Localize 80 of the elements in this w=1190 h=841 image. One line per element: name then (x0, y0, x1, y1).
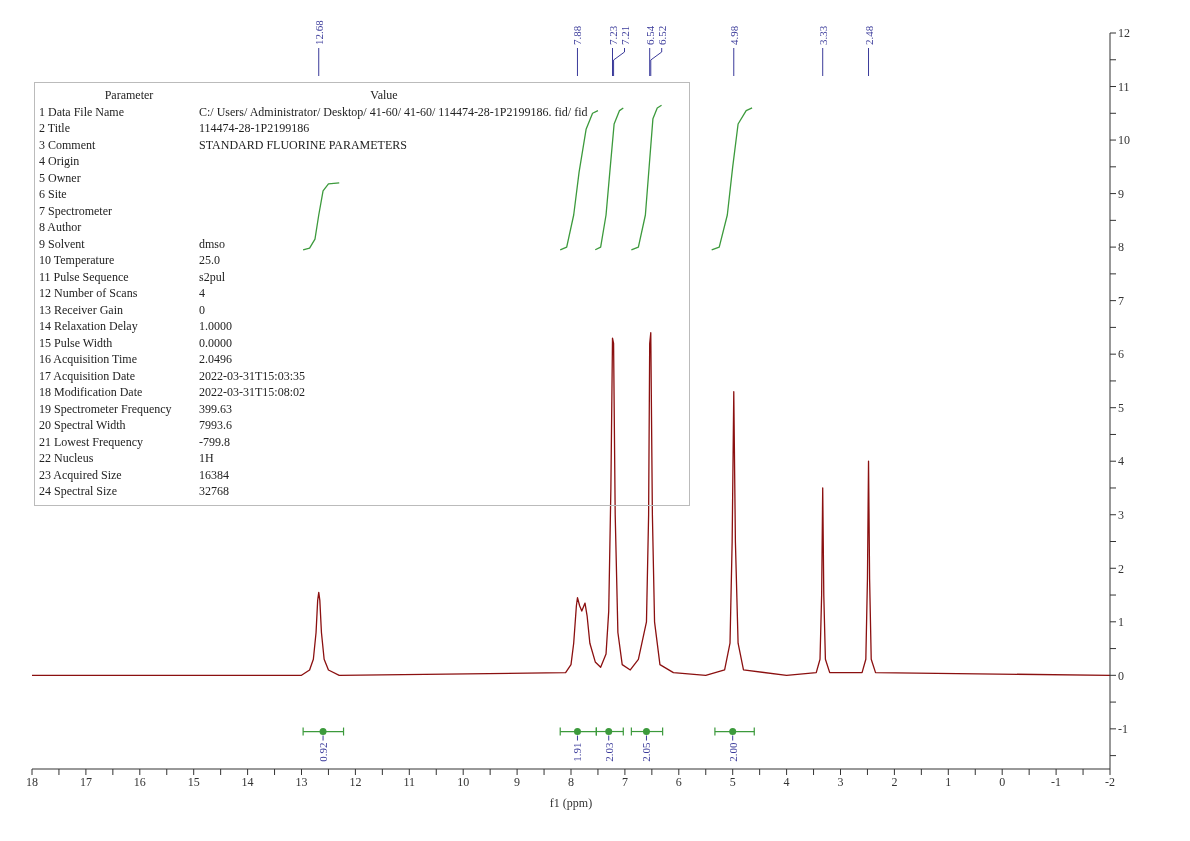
text: 14 Relaxation Delay 1.0000 (39, 319, 232, 333)
text: 19 Spectrometer Frequency 399.63 (39, 401, 232, 416)
text: 12 Number of Scans 4 (39, 286, 205, 300)
annotation: 7.88 (571, 25, 584, 45)
x-tick-label: 7 (621, 774, 628, 789)
text: 17 Acquisition Date 2022-03-31T15:03:35 (39, 368, 305, 383)
x-tick-label: 5 (729, 774, 736, 789)
line-series (630, 104, 663, 251)
x-tick-label: 3 (837, 774, 844, 789)
y-tick-label: 9 (1118, 186, 1124, 201)
x-tick-label: 4 (783, 774, 790, 789)
x-tick-label: 16 (133, 774, 146, 789)
annotation: 7.23 (606, 25, 619, 45)
x-tick-label: 1 (945, 774, 952, 789)
text: 2 Title 114474-28-1P2199186 (39, 121, 310, 135)
x-tick-label: 11 (403, 774, 416, 789)
annotation: 5 Owner (39, 169, 82, 186)
annotation: 4.98 (727, 25, 740, 45)
annotation: 12.68 (312, 19, 325, 45)
line-series (302, 182, 340, 251)
y-tick-label: -1 (1118, 722, 1128, 737)
y-tick-label: 7 (1118, 293, 1124, 308)
annotation: 6.54 (643, 25, 656, 45)
line-series (594, 107, 624, 251)
x-tick-label: -2 (1105, 774, 1115, 789)
y-tick-label: 11 (1118, 79, 1130, 94)
text: 1 Data File Name C:/ Users/ Administrator/ Desktop/ 41-60/ 41-60/ 114474-28-1P2199186. fid/ fid (39, 104, 588, 119)
annotation: 4 Origin (39, 153, 81, 170)
y-tick-label: 1 (1118, 615, 1124, 630)
line-series (32, 332, 1110, 676)
x-tick-label: 14 (241, 774, 254, 789)
annotation: 3.33 (816, 25, 829, 45)
y-tick-label: 12 (1118, 26, 1130, 41)
text: 11 Pulse Sequence s2pul (39, 269, 226, 284)
text: 18 Modification Date 2022-03-31T15:08:02 (39, 385, 305, 399)
text: 20 Spectral Width 7993.6 (39, 418, 232, 432)
x-tick-label: -1 (1051, 774, 1062, 789)
x-tick-label: 13 (295, 774, 308, 789)
text: Parameter Value (104, 88, 398, 102)
annotation: 2.05 (640, 742, 653, 762)
text: 21 Lowest Frequency -799.8 (39, 434, 230, 449)
text: 13 Receiver Gain 0 (39, 302, 205, 317)
annotation: 6.52 (655, 25, 668, 45)
annotation: 2.03 (602, 742, 615, 762)
annotation: 2.00 (726, 742, 739, 762)
annotation: 0.92 (317, 742, 330, 762)
y-tick-label: 2 (1118, 561, 1124, 576)
y-tick-label: 10 (1118, 133, 1130, 148)
x-tick-label: 10 (457, 774, 470, 789)
y-tick-label: 6 (1118, 347, 1124, 362)
text: 24 Spectral Size 32768 (39, 484, 229, 498)
y-tick-label: 4 (1118, 454, 1124, 469)
x-tick-label: 15 (187, 774, 200, 789)
y-tick-label: 3 (1118, 508, 1124, 523)
x-tick-label: 8 (568, 774, 574, 789)
text: 15 Pulse Width 0.0000 (39, 335, 232, 350)
y-tick-label: 5 (1118, 400, 1124, 415)
x-tick-label: 6 (675, 774, 682, 789)
text: 22 Nucleus 1H (39, 451, 214, 465)
y-tick-label: 8 (1118, 240, 1124, 255)
annotation: 2.48 (862, 25, 875, 45)
annotation: 7.21 (618, 25, 631, 45)
x-tick-label: 17 (79, 774, 92, 789)
text: 10 Temperature 25.0 (39, 253, 220, 267)
text: 9 Solvent dmso (39, 236, 226, 251)
text: 23 Acquired Size 16384 (39, 467, 229, 482)
y-tick-label: 0 (1118, 668, 1124, 683)
annotation: 6 Site (39, 186, 68, 203)
annotation: 8 Author (39, 219, 83, 236)
annotation: 1.91 (571, 742, 584, 762)
x-tick-label: 9 (514, 774, 521, 789)
annotation: 7 Spectrometer (39, 202, 113, 219)
x-tick-label: 0 (999, 774, 1006, 789)
line-series (711, 107, 753, 251)
x-tick-label: 18 (26, 774, 38, 789)
text: 16 Acquisition Time 2.0496 (39, 352, 232, 366)
text: 3 Comment STANDARD FLUORINE PARAMETERS (39, 137, 407, 152)
x-tick-label: 2 (891, 774, 898, 789)
x-tick-label: 12 (349, 774, 362, 789)
x-axis-title: f1 (ppm) (549, 796, 593, 810)
